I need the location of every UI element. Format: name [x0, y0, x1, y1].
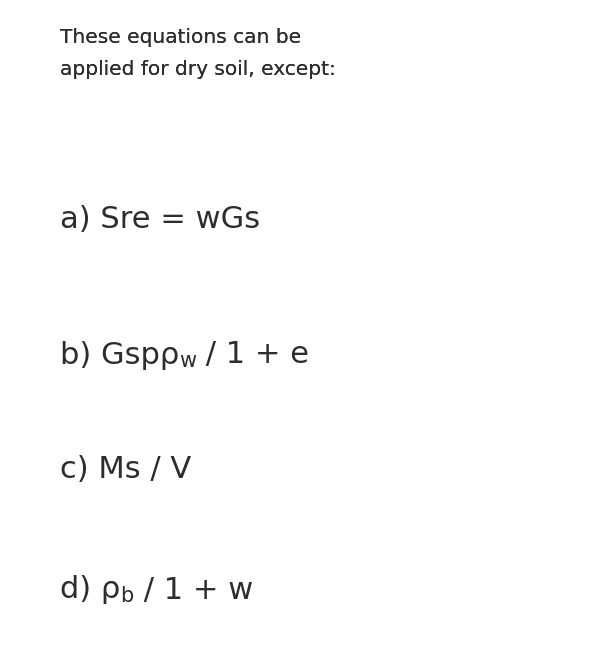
Text: applied for dry soil, except:: applied for dry soil, except:: [60, 60, 336, 79]
Text: c) Ms / V: c) Ms / V: [60, 455, 191, 485]
Text: w: w: [179, 351, 196, 371]
Text: These equations can be: These equations can be: [60, 28, 301, 47]
Text: applied for dry soil, except:: applied for dry soil, except:: [60, 60, 336, 79]
Text: d) ρ: d) ρ: [60, 576, 120, 605]
Text: / 1 + e: / 1 + e: [196, 341, 309, 369]
Text: a) Sre = wGs: a) Sre = wGs: [60, 206, 260, 234]
Text: b) Gspρ: b) Gspρ: [60, 341, 179, 369]
Text: / 1 + w: / 1 + w: [134, 576, 253, 605]
Text: b: b: [120, 586, 134, 606]
Text: These equations can be: These equations can be: [60, 28, 301, 47]
